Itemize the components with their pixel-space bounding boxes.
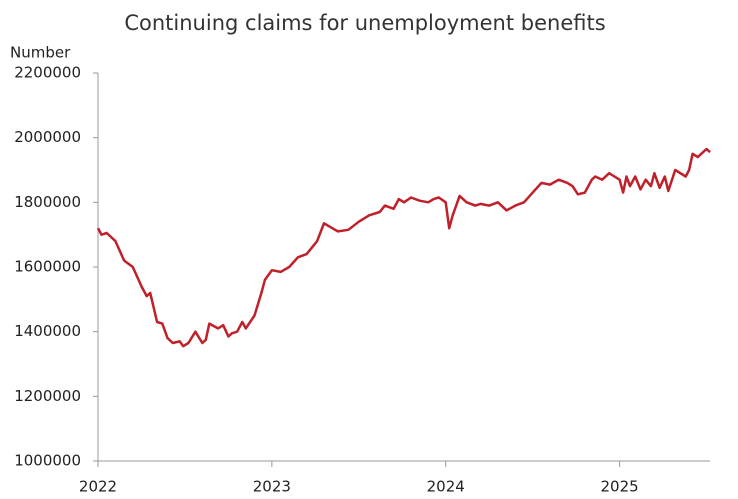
y-tick-label: 1600000 xyxy=(14,258,81,276)
y-axis-label: Number xyxy=(10,44,71,62)
line xyxy=(96,147,711,348)
y-tick-label: 2200000 xyxy=(14,64,81,82)
y-tick-label: 1800000 xyxy=(14,193,81,211)
x-tick-label: 2024 xyxy=(427,478,465,496)
x-tick-label: 2025 xyxy=(600,478,638,496)
y-tick-label: 2000000 xyxy=(14,128,81,146)
y-tick-label: 1200000 xyxy=(14,387,81,405)
x-tick-label: 2022 xyxy=(79,478,117,496)
y-tick-label: 1400000 xyxy=(14,322,81,340)
y-tick-label: 1000000 xyxy=(14,452,81,470)
chart-title: Continuing claims for unemployment benef… xyxy=(124,11,605,35)
x-tick-label: 2023 xyxy=(253,478,291,496)
